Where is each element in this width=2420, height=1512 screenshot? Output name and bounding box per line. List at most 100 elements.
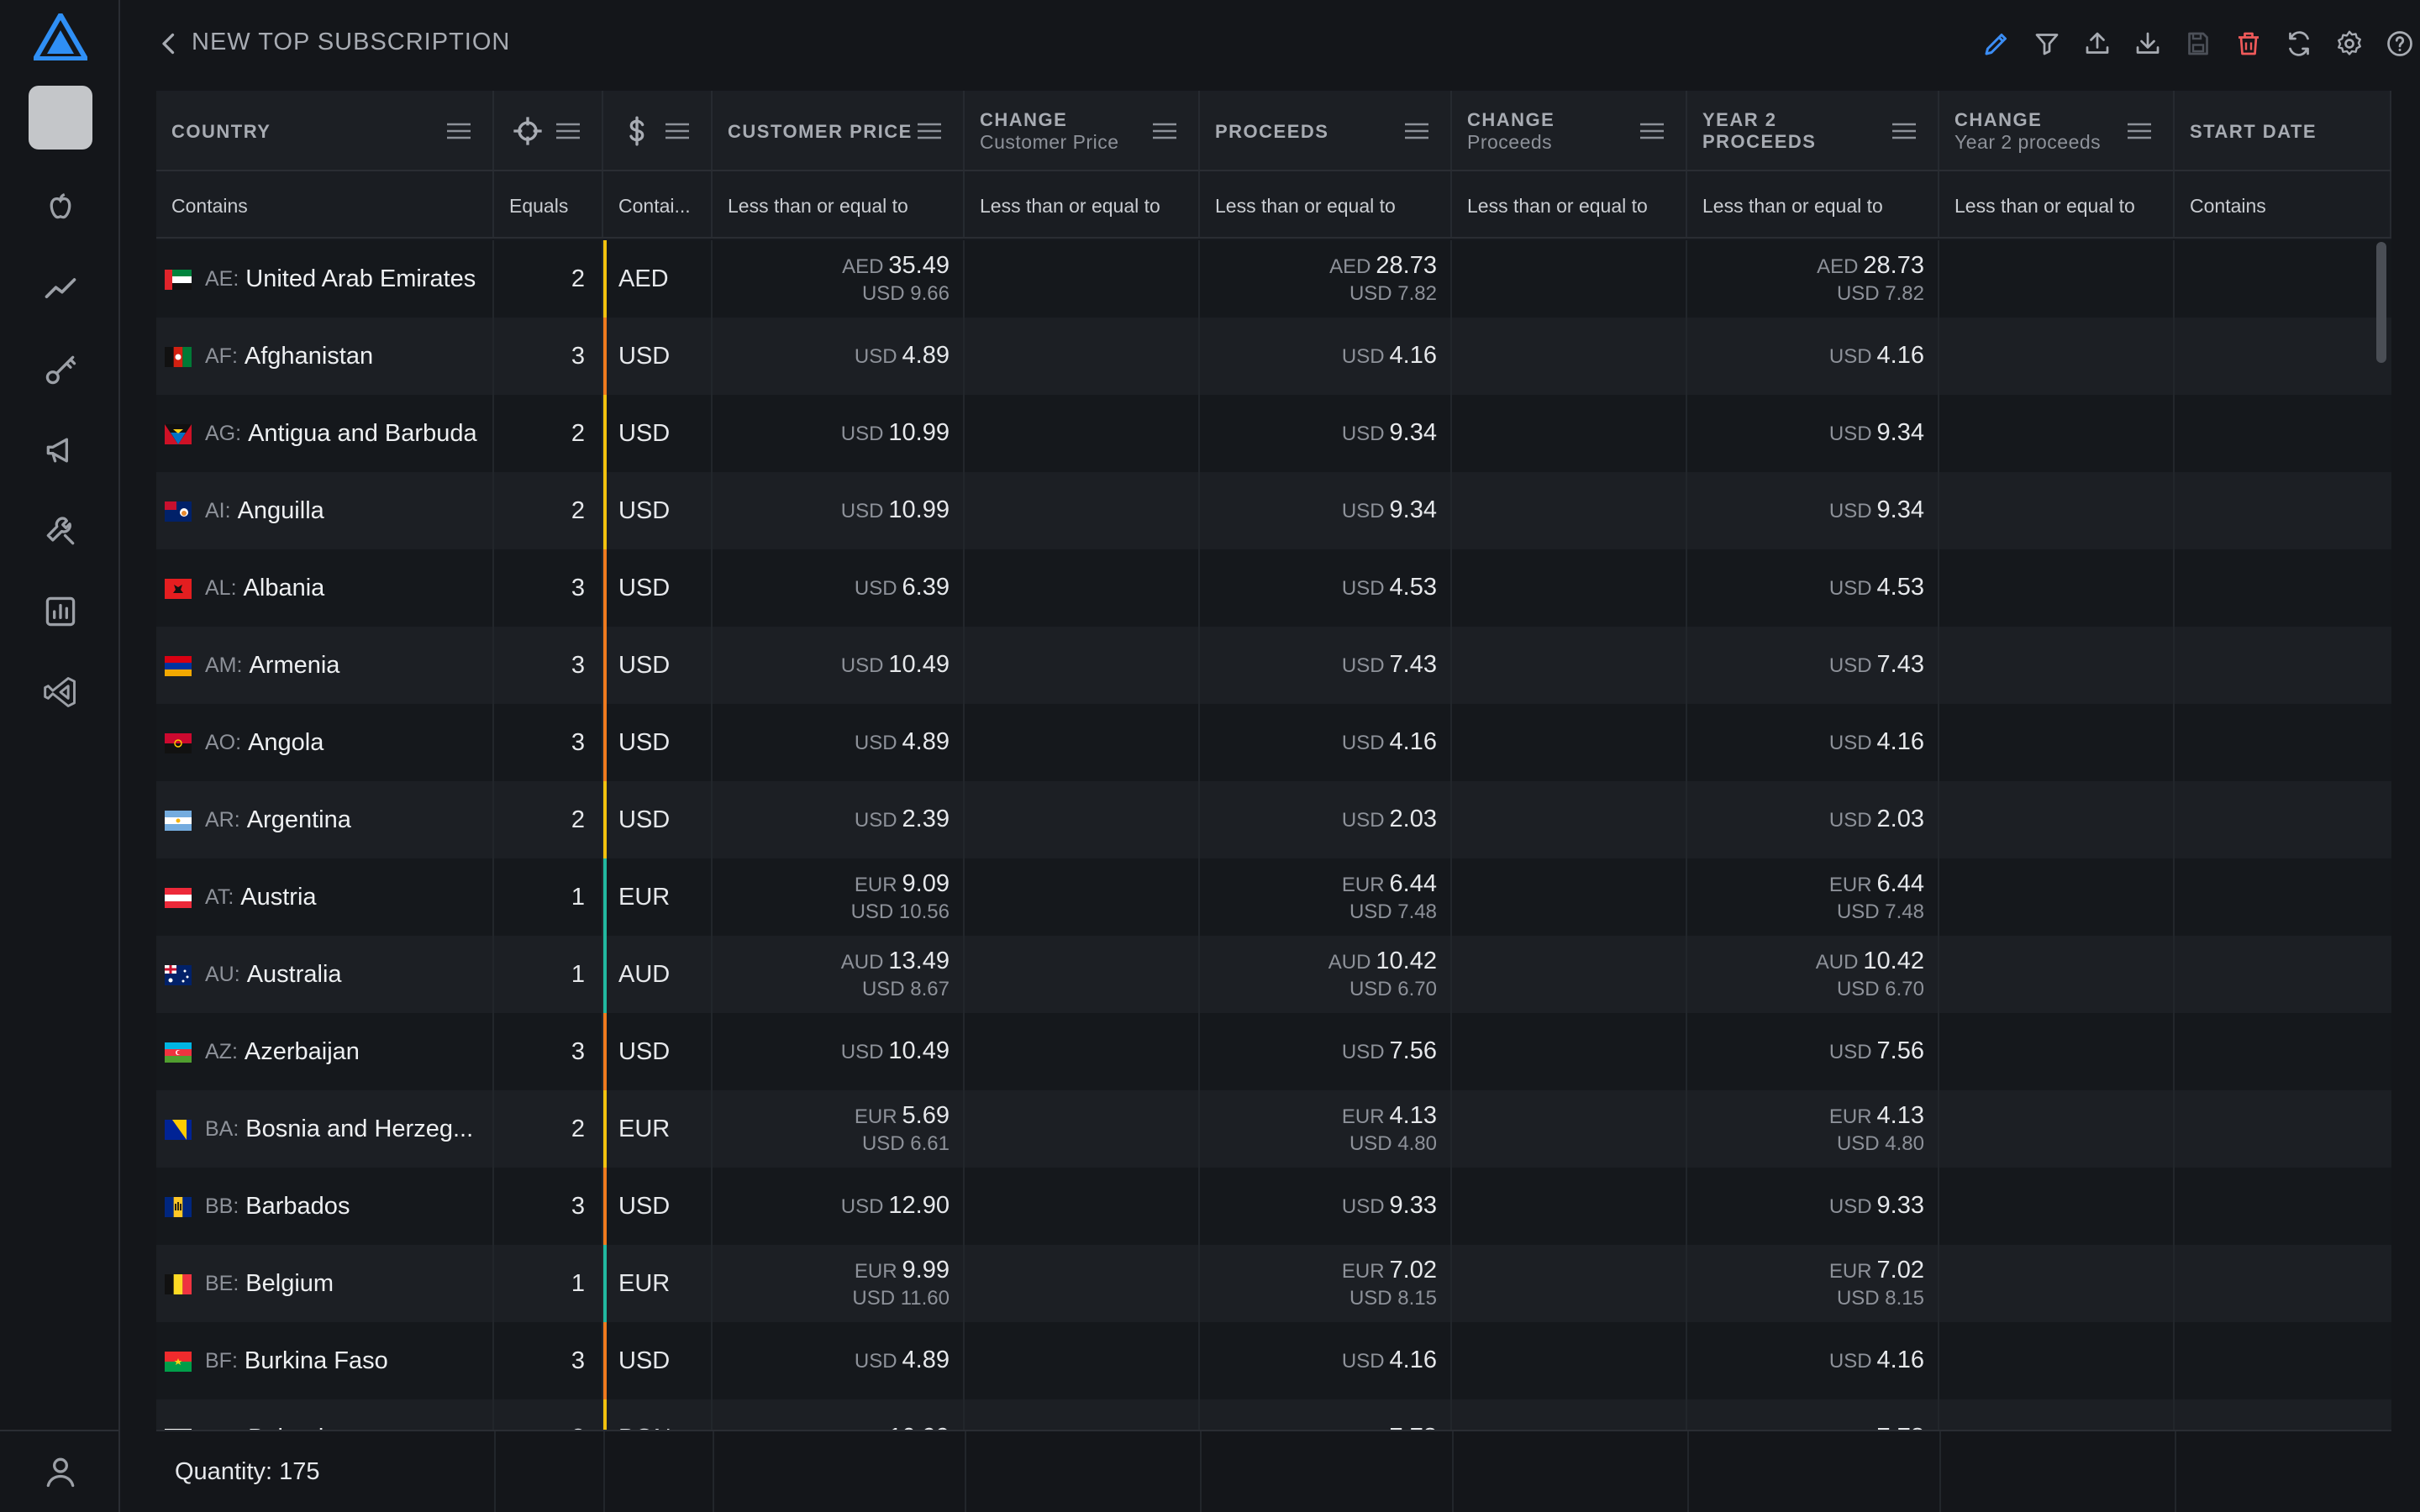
- cell-currency[interactable]: USD: [603, 318, 713, 395]
- cell-change-proceeds[interactable]: [1452, 1399, 1687, 1430]
- cell-year2[interactable]: USD 9.34: [1687, 472, 1939, 549]
- cell-change-proceeds[interactable]: [1452, 1090, 1687, 1168]
- cell-currency[interactable]: BGN: [603, 1399, 713, 1430]
- cell-price[interactable]: BGN 10.99: [713, 1399, 965, 1430]
- key-icon[interactable]: [42, 351, 79, 388]
- cell-change-customer-price[interactable]: [965, 1168, 1200, 1245]
- cell-change-customer-price[interactable]: [965, 1399, 1200, 1430]
- cell-year2[interactable]: USD 7.43: [1687, 627, 1939, 704]
- cell-price[interactable]: EUR 9.99 USD 11.60: [713, 1245, 965, 1322]
- table-row[interactable]: AG: Antigua and Barbuda 2 USD USD 10.99 USD 9.3…: [156, 395, 2391, 472]
- cell-price[interactable]: USD 10.99: [713, 472, 965, 549]
- cell-country[interactable]: AM: Armenia: [156, 627, 494, 704]
- cell-currency[interactable]: EUR: [603, 858, 713, 936]
- cell-year2[interactable]: USD 7.56: [1687, 1013, 1939, 1090]
- cell-tier[interactable]: 3: [494, 1168, 603, 1245]
- cell-country[interactable]: BB: Barbados: [156, 1168, 494, 1245]
- column-menu-icon[interactable]: [916, 121, 943, 141]
- cell-year2[interactable]: BGN 7.78: [1687, 1399, 1939, 1430]
- cell-currency[interactable]: USD: [603, 1013, 713, 1090]
- cell-change-year2[interactable]: [1939, 704, 2175, 781]
- cell-proceeds[interactable]: USD 4.53: [1200, 549, 1452, 627]
- column-header-tier[interactable]: [494, 91, 603, 170]
- delete-trash-icon[interactable]: [2228, 24, 2269, 64]
- cell-proceeds[interactable]: BGN 7.78: [1200, 1399, 1452, 1430]
- cell-start-date[interactable]: [2175, 627, 2391, 704]
- cell-start-date[interactable]: [2175, 936, 2391, 1013]
- cell-country[interactable]: AO: Angola: [156, 704, 494, 781]
- table-row[interactable]: BG: Bulgaria 2 BGN BGN 10.99 BGN 7.78 BGN 7.78: [156, 1399, 2391, 1430]
- cell-change-customer-price[interactable]: [965, 1090, 1200, 1168]
- filter-cell-start_date[interactable]: Contains: [2175, 171, 2391, 237]
- cell-change-customer-price[interactable]: [965, 1322, 1200, 1399]
- table-row[interactable]: AT: Austria 1 EUR EUR 9.09 USD 10.56 EUR 6.44 USD…: [156, 858, 2391, 936]
- cell-proceeds[interactable]: USD 9.33: [1200, 1168, 1452, 1245]
- cell-start-date[interactable]: [2175, 704, 2391, 781]
- column-menu-icon[interactable]: [1639, 121, 1665, 141]
- cell-change-year2[interactable]: [1939, 1090, 2175, 1168]
- column-header-country[interactable]: COUNTRY: [156, 91, 494, 170]
- cell-tier[interactable]: 2: [494, 781, 603, 858]
- cell-currency[interactable]: AUD: [603, 936, 713, 1013]
- cell-price[interactable]: USD 4.89: [713, 318, 965, 395]
- app-avatar[interactable]: [29, 86, 92, 150]
- cell-start-date[interactable]: [2175, 318, 2391, 395]
- cell-proceeds[interactable]: AED 28.73 USD 7.82: [1200, 240, 1452, 318]
- filter-cell-change_year2[interactable]: Less than or equal to: [1939, 171, 2175, 237]
- cell-price[interactable]: USD 4.89: [713, 704, 965, 781]
- cell-price[interactable]: AED 35.49 USD 9.66: [713, 240, 965, 318]
- cell-change-year2[interactable]: [1939, 936, 2175, 1013]
- cell-change-proceeds[interactable]: [1452, 1245, 1687, 1322]
- cell-start-date[interactable]: [2175, 1322, 2391, 1399]
- cell-tier[interactable]: 1: [494, 936, 603, 1013]
- filter-cell-customer_price[interactable]: Less than or equal to: [713, 171, 965, 237]
- save-icon[interactable]: [2178, 24, 2218, 64]
- cell-country[interactable]: AU: Australia: [156, 936, 494, 1013]
- table-row[interactable]: AL: Albania 3 USD USD 6.39 USD 4.53 USD 4.53: [156, 549, 2391, 627]
- cell-change-proceeds[interactable]: [1452, 936, 1687, 1013]
- cell-price[interactable]: USD 10.49: [713, 627, 965, 704]
- settings-gear-icon[interactable]: [2329, 24, 2370, 64]
- cell-start-date[interactable]: [2175, 549, 2391, 627]
- cell-proceeds[interactable]: USD 9.34: [1200, 472, 1452, 549]
- cell-tier[interactable]: 2: [494, 395, 603, 472]
- column-menu-icon[interactable]: [2126, 121, 2153, 141]
- cell-currency[interactable]: USD: [603, 704, 713, 781]
- cell-change-proceeds[interactable]: [1452, 627, 1687, 704]
- cell-price[interactable]: USD 6.39: [713, 549, 965, 627]
- edit-pencil-icon[interactable]: [1976, 24, 2017, 64]
- cell-start-date[interactable]: [2175, 1245, 2391, 1322]
- cell-change-year2[interactable]: [1939, 1322, 2175, 1399]
- cell-change-year2[interactable]: [1939, 395, 2175, 472]
- cell-year2[interactable]: USD 4.16: [1687, 318, 1939, 395]
- cell-country[interactable]: AL: Albania: [156, 549, 494, 627]
- cell-change-proceeds[interactable]: [1452, 704, 1687, 781]
- cell-year2[interactable]: EUR 6.44 USD 7.48: [1687, 858, 1939, 936]
- tools-icon[interactable]: [42, 512, 79, 549]
- cell-change-year2[interactable]: [1939, 472, 2175, 549]
- column-header-year2[interactable]: YEAR 2 PROCEEDS: [1687, 91, 1939, 170]
- cell-change-proceeds[interactable]: [1452, 240, 1687, 318]
- table-row[interactable]: BF: Burkina Faso 3 USD USD 4.89 USD 4.16 USD 4.16: [156, 1322, 2391, 1399]
- cell-country[interactable]: BG: Bulgaria: [156, 1399, 494, 1430]
- cell-change-customer-price[interactable]: [965, 318, 1200, 395]
- cell-change-customer-price[interactable]: [965, 781, 1200, 858]
- cell-change-customer-price[interactable]: [965, 936, 1200, 1013]
- cell-currency[interactable]: AED: [603, 240, 713, 318]
- cell-change-customer-price[interactable]: [965, 549, 1200, 627]
- cell-price[interactable]: USD 10.49: [713, 1013, 965, 1090]
- cell-proceeds[interactable]: AUD 10.42 USD 6.70: [1200, 936, 1452, 1013]
- column-header-start_date[interactable]: START DATE: [2175, 91, 2391, 170]
- cell-country[interactable]: AI: Anguilla: [156, 472, 494, 549]
- cell-change-year2[interactable]: [1939, 1013, 2175, 1090]
- column-header-change_customer[interactable]: CHANGE Customer Price: [965, 91, 1200, 170]
- column-header-customer_price[interactable]: CUSTOMER PRICE: [713, 91, 965, 170]
- cell-tier[interactable]: 2: [494, 472, 603, 549]
- cell-start-date[interactable]: [2175, 1090, 2391, 1168]
- help-icon[interactable]: [2380, 24, 2420, 64]
- cell-price[interactable]: EUR 9.09 USD 10.56: [713, 858, 965, 936]
- cell-change-customer-price[interactable]: [965, 1245, 1200, 1322]
- cell-proceeds[interactable]: USD 9.34: [1200, 395, 1452, 472]
- cell-country[interactable]: AE: United Arab Emirates: [156, 240, 494, 318]
- cell-tier[interactable]: 2: [494, 240, 603, 318]
